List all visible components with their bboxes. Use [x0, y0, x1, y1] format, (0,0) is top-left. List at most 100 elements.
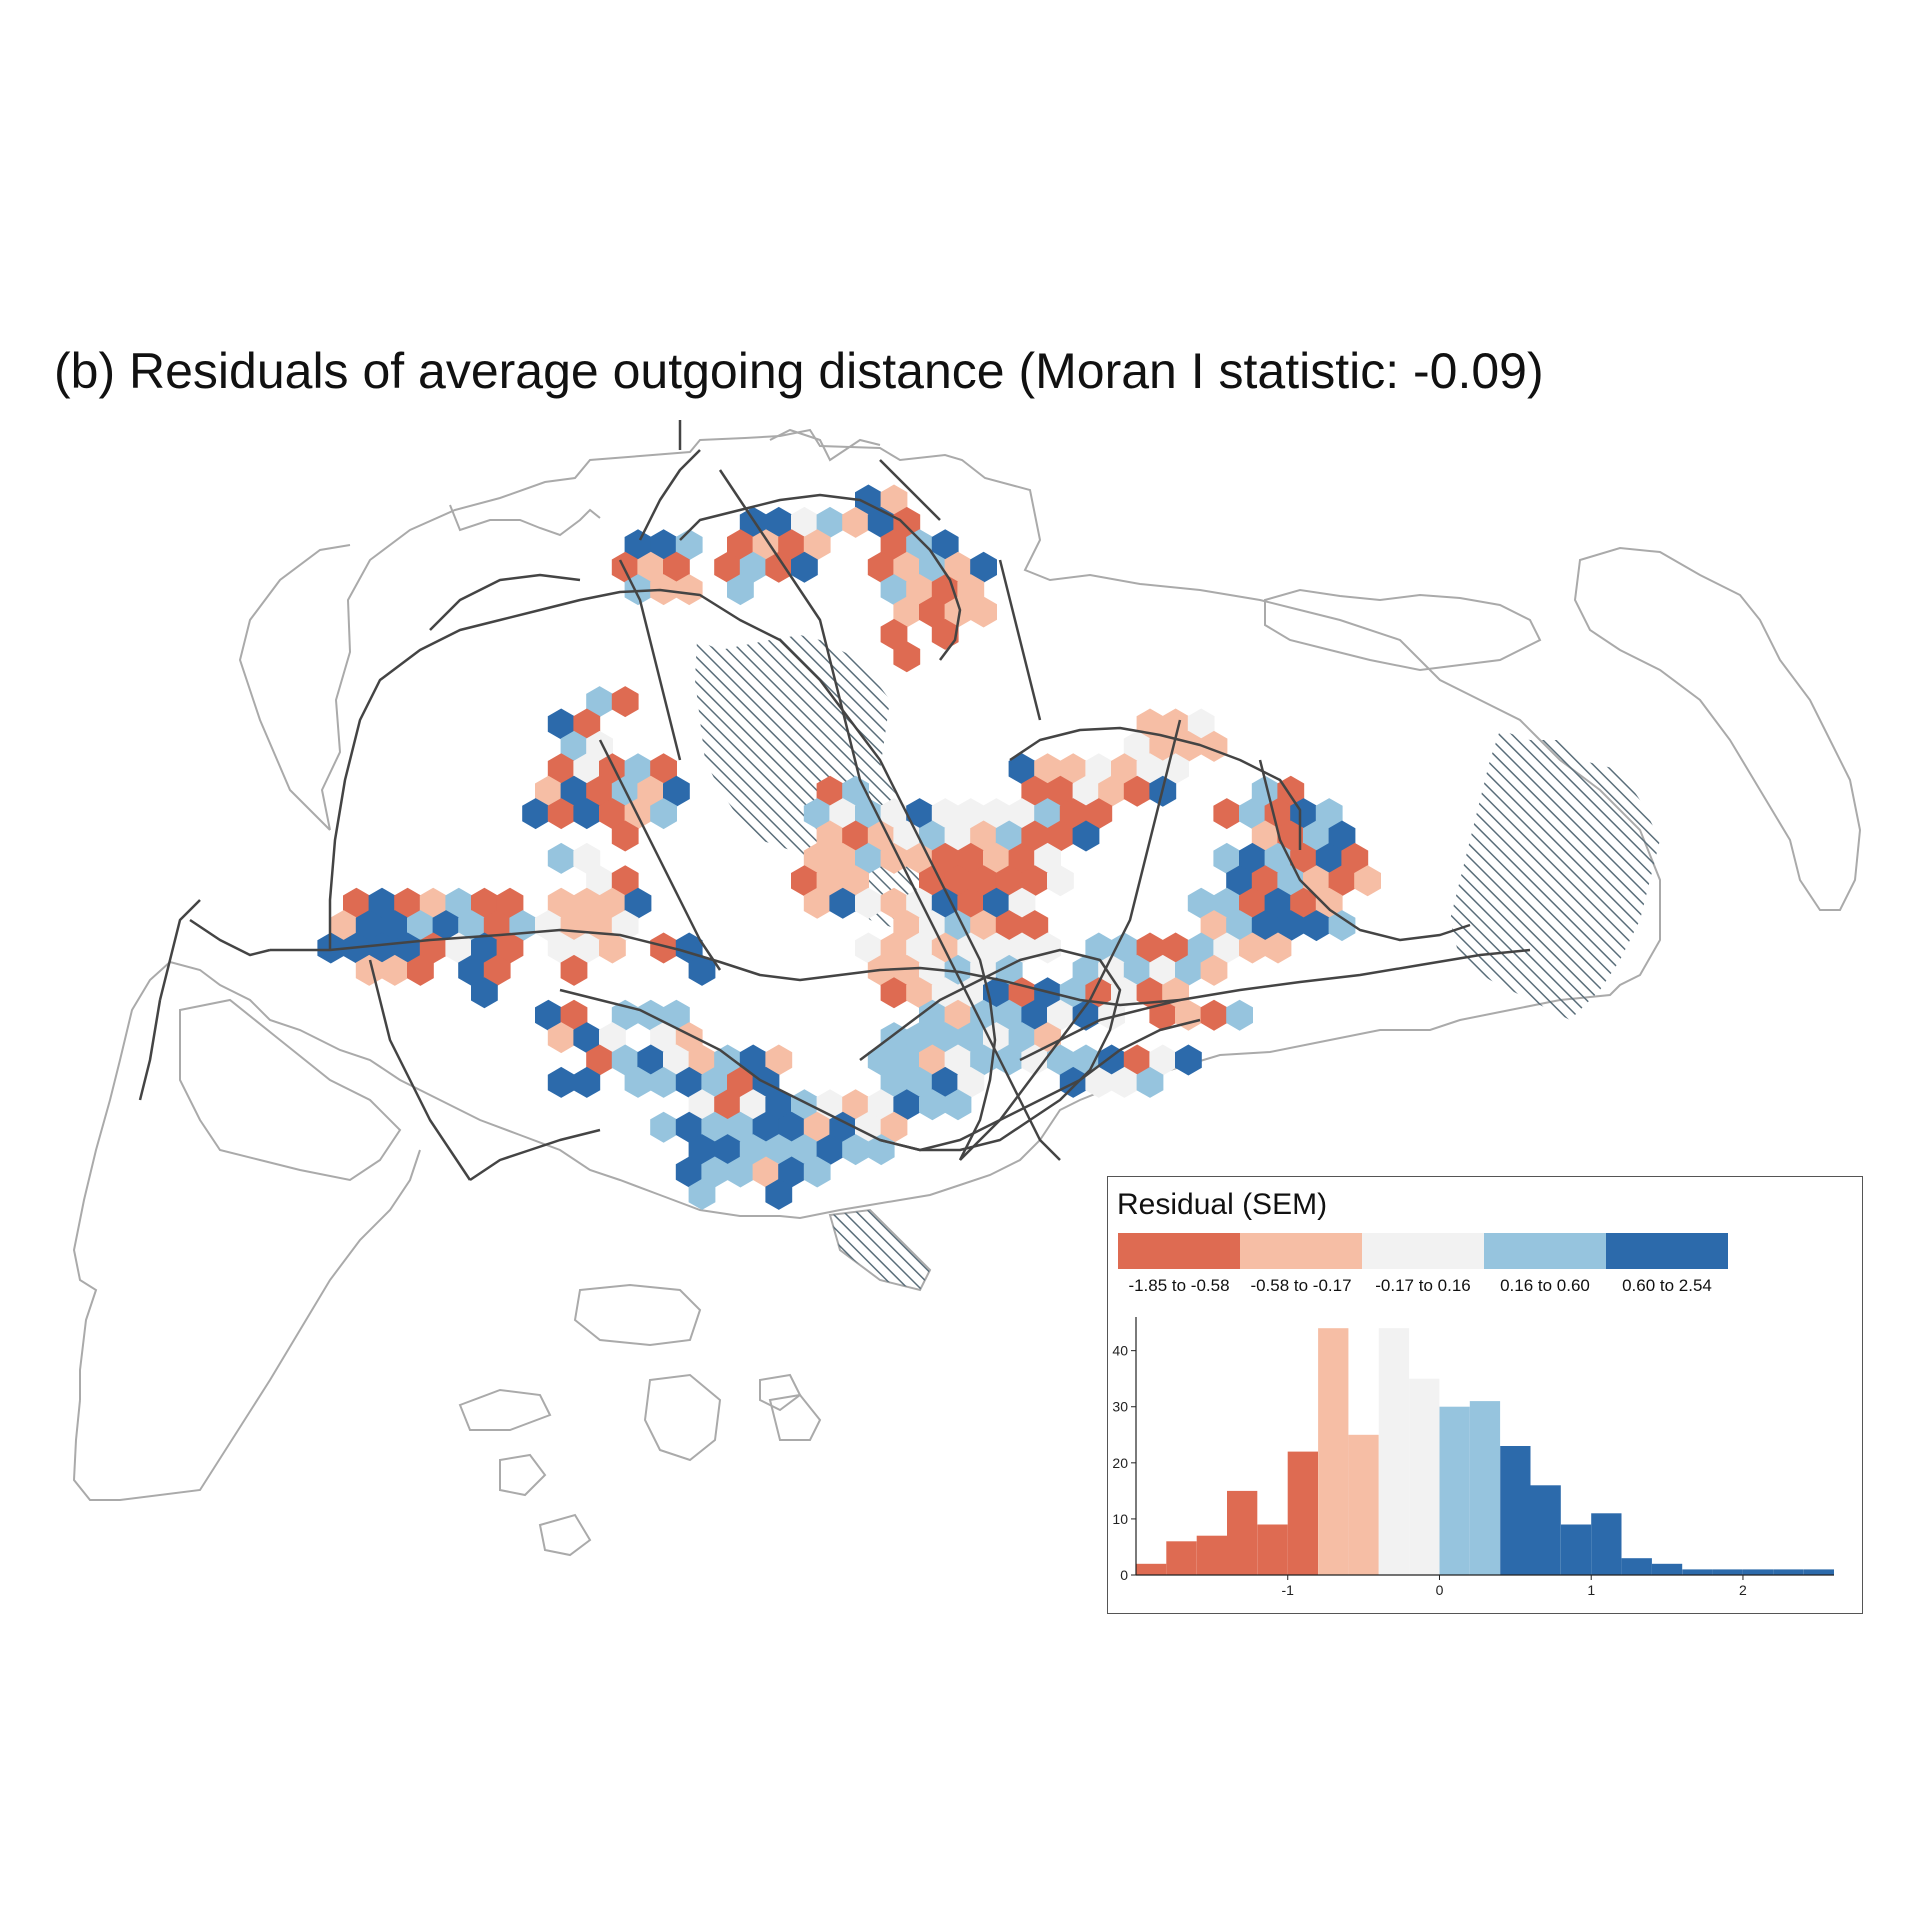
hex-cell — [893, 596, 921, 628]
y-tick-label: 10 — [1112, 1511, 1128, 1527]
hex-cell — [931, 529, 959, 561]
hex-cell — [381, 954, 409, 986]
hex-cell — [1034, 753, 1061, 785]
hex-cell — [714, 1089, 741, 1121]
hex-cell — [727, 529, 754, 561]
bukit-timah-road — [598, 739, 722, 971]
histogram-bar — [1318, 1328, 1349, 1575]
hex-cell — [957, 887, 985, 919]
histogram-bar — [1682, 1569, 1713, 1575]
hex-cell — [957, 1022, 985, 1054]
hex-cell — [880, 798, 908, 830]
hex-cell — [906, 977, 933, 1009]
hex-cell — [919, 1044, 946, 1076]
hex-cell — [675, 1156, 703, 1188]
hex-cell — [599, 798, 626, 830]
hex-cell — [778, 529, 805, 561]
hex-cell — [1290, 887, 1317, 919]
hex-cell — [1239, 887, 1266, 919]
hex-cell — [1008, 842, 1036, 874]
hex-cell — [1187, 887, 1215, 919]
hex-cell — [919, 1089, 946, 1121]
hex-cell — [1162, 708, 1189, 740]
hex-cell — [573, 1066, 601, 1098]
hex-cell — [842, 1134, 869, 1166]
hex-cell — [624, 753, 652, 785]
hex-cell — [931, 887, 959, 919]
hexagon-cells — [317, 484, 1381, 1210]
hex-cell — [1149, 954, 1177, 986]
hex-cell — [1047, 820, 1074, 852]
hex-cell — [765, 1044, 793, 1076]
hex-cell — [944, 820, 972, 852]
hex-cell — [842, 865, 869, 897]
hex-cell — [650, 753, 677, 785]
hex-cell — [458, 954, 485, 986]
histogram-bar — [1227, 1490, 1258, 1575]
hex-cell — [1021, 775, 1049, 807]
hex-cell — [1264, 932, 1292, 964]
hex-cell — [1008, 798, 1036, 830]
pulau-ubin — [1264, 588, 1542, 672]
hex-cell — [765, 1089, 793, 1121]
southern-island-5 — [538, 1513, 592, 1557]
hex-cell — [919, 820, 946, 852]
histogram-bar — [1621, 1558, 1652, 1575]
histogram-bar — [1196, 1535, 1227, 1575]
hex-cell — [893, 641, 921, 673]
hex-cell — [803, 842, 831, 874]
hex-cell — [1085, 1066, 1113, 1098]
hex-cell — [829, 887, 857, 919]
legend-swatch-4 — [1484, 1233, 1606, 1269]
histogram-bar — [1773, 1569, 1804, 1575]
hex-cell — [1251, 775, 1279, 807]
histogram-bar — [1469, 1401, 1501, 1575]
hex-cell — [880, 932, 908, 964]
hex-cell — [765, 506, 793, 538]
hex-cell — [1354, 865, 1381, 897]
hex-cell — [547, 798, 575, 830]
hex-cell — [983, 887, 1010, 919]
thomson-east-coast-line — [718, 469, 1061, 1161]
hex-cell — [1315, 798, 1343, 830]
histogram-bars — [1136, 1328, 1834, 1575]
hex-cell — [791, 551, 818, 583]
hex-cell — [919, 596, 946, 628]
hex-cell — [650, 932, 677, 964]
hex-cell — [445, 887, 473, 919]
hex-cell — [957, 977, 985, 1009]
hex-cell — [394, 887, 421, 919]
hex-cell — [688, 1044, 716, 1076]
north-loop — [679, 493, 962, 661]
hex-cell — [1303, 820, 1330, 852]
hex-cell — [1200, 730, 1228, 762]
hex-cell — [1251, 865, 1279, 897]
hex-cell — [1277, 820, 1305, 852]
hex-cell — [458, 910, 485, 942]
histogram-axes: 0 10 20 30 40 -1 0 1 2 — [1112, 1317, 1834, 1598]
hex-cell — [1098, 954, 1125, 986]
hex-cell — [944, 865, 972, 897]
hex-cell — [368, 887, 396, 919]
hex-cell — [675, 574, 703, 606]
hex-cell — [1047, 775, 1074, 807]
hex-cell — [688, 1089, 716, 1121]
hex-cell — [906, 1066, 933, 1098]
hex-cell — [1085, 753, 1113, 785]
hex-cell — [586, 1044, 613, 1076]
hex-cell — [611, 865, 639, 897]
hex-cell — [599, 1022, 626, 1054]
hex-cell — [573, 842, 601, 874]
hex-cell — [855, 887, 882, 919]
hex-cell — [1277, 910, 1305, 942]
figure-title: (b) Residuals of average outgoing distan… — [54, 343, 1544, 399]
hex-cell — [547, 842, 575, 874]
hex-cell — [906, 529, 933, 561]
hex-cell — [906, 798, 933, 830]
hex-cell — [1034, 842, 1061, 874]
hex-cell — [906, 1022, 933, 1054]
hex-cell — [867, 1089, 895, 1121]
hex-cell — [1021, 999, 1049, 1031]
hex-cell — [880, 484, 908, 516]
hex-cell — [1200, 999, 1228, 1031]
